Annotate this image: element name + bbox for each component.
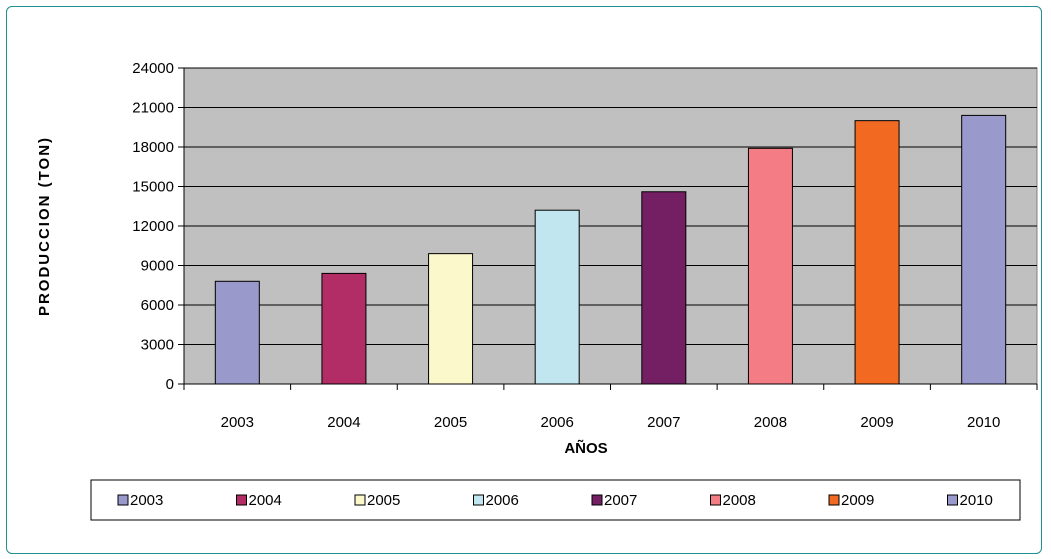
legend-swatch-2008 <box>710 494 721 506</box>
x-tick-label: 2004 <box>327 414 360 431</box>
legend-swatch-2004 <box>236 494 247 506</box>
legend-label: 2008 <box>723 492 756 509</box>
legend-swatch-2006 <box>473 494 484 506</box>
y-tick-label: 3000 <box>141 337 174 354</box>
bars <box>214 114 1007 385</box>
legend-box <box>90 479 1021 521</box>
legend-swatch-2003 <box>117 494 129 506</box>
legend-label: 2010 <box>960 492 993 509</box>
x-tick-label: 2010 <box>967 414 1000 431</box>
y-tick-label: 15000 <box>132 179 174 196</box>
y-tick-labels: 0 3000 6000 9000 12000 15000 18000 21000 24000 <box>132 60 174 393</box>
bar-2006 <box>534 209 580 385</box>
legend-label: 2006 <box>486 492 519 509</box>
legend-label: 2005 <box>367 492 400 509</box>
x-tick-label: 2009 <box>860 414 893 431</box>
x-tick-label: 2005 <box>434 414 467 431</box>
y-tick-label: 21000 <box>132 100 174 117</box>
y-tick-label: 9000 <box>141 258 174 275</box>
bar-2005 <box>428 253 474 385</box>
legend-swatch-2010 <box>947 494 958 506</box>
bar-2003 <box>214 280 260 385</box>
bar-2010 <box>961 114 1007 385</box>
y-tick-label: 6000 <box>141 297 174 314</box>
x-tick-labels: 2003 2004 2005 2006 2007 2008 2009 2010 <box>221 414 1001 431</box>
bar-2009 <box>854 120 900 385</box>
legend-swatch-2007 <box>591 494 603 506</box>
bar-2008 <box>747 147 793 385</box>
y-tick-label: 12000 <box>132 218 174 235</box>
x-tick-label: 2007 <box>647 414 680 431</box>
y-tick-label: 0 <box>166 376 174 393</box>
x-axis-title: AÑOS <box>564 439 607 457</box>
x-tick-label: 2008 <box>754 414 787 431</box>
y-tick-label: 24000 <box>132 60 174 77</box>
legend-label: 2003 <box>130 492 163 509</box>
axes <box>178 67 1038 390</box>
legend: 2003 2004 2005 2006 2007 2008 2009 2010 <box>117 492 993 509</box>
bar-2004 <box>321 272 367 385</box>
legend-label: 2007 <box>604 492 637 509</box>
bar-2007 <box>641 191 687 385</box>
legend-label: 2004 <box>249 492 282 509</box>
legend-swatch-2005 <box>354 494 366 506</box>
legend-label: 2009 <box>841 492 874 509</box>
legend-swatch-2009 <box>828 494 840 506</box>
x-tick-label: 2006 <box>541 414 574 431</box>
y-tick-label: 18000 <box>132 139 174 156</box>
x-tick-label: 2003 <box>221 414 254 431</box>
y-axis-title: PRODUCCION (TON) <box>36 136 53 316</box>
